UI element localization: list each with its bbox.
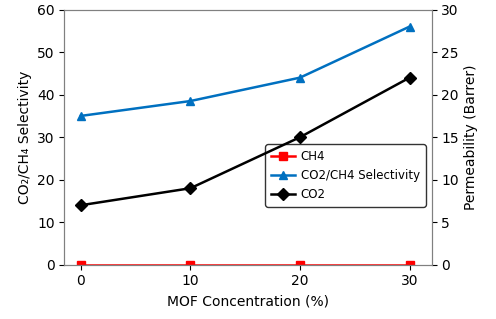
CO2 [78, 203, 84, 207]
Legend: CH4, CO2/CH4 Selectivity, CO2: CH4, CO2/CH4 Selectivity, CO2 [265, 144, 426, 207]
X-axis label: MOF Concentration (%): MOF Concentration (%) [167, 294, 329, 308]
CO2/CH4 Selectivity [297, 76, 303, 79]
CO2 [297, 135, 303, 139]
Y-axis label: CO₂/CH₄ Selectivity: CO₂/CH₄ Selectivity [17, 70, 32, 204]
CO2 [407, 76, 413, 79]
Line: CH4: CH4 [77, 261, 414, 269]
CH4 [297, 263, 303, 267]
CH4 [78, 263, 84, 267]
CO2/CH4 Selectivity [78, 114, 84, 118]
Y-axis label: Permeability (Barrer): Permeability (Barrer) [464, 64, 479, 210]
CO2 [187, 186, 193, 190]
CO2/CH4 Selectivity [407, 25, 413, 28]
Line: CO2/CH4 Selectivity: CO2/CH4 Selectivity [77, 22, 414, 120]
CH4 [187, 263, 193, 267]
Line: CO2: CO2 [77, 73, 414, 209]
CO2/CH4 Selectivity [187, 99, 193, 103]
CH4 [407, 263, 413, 267]
